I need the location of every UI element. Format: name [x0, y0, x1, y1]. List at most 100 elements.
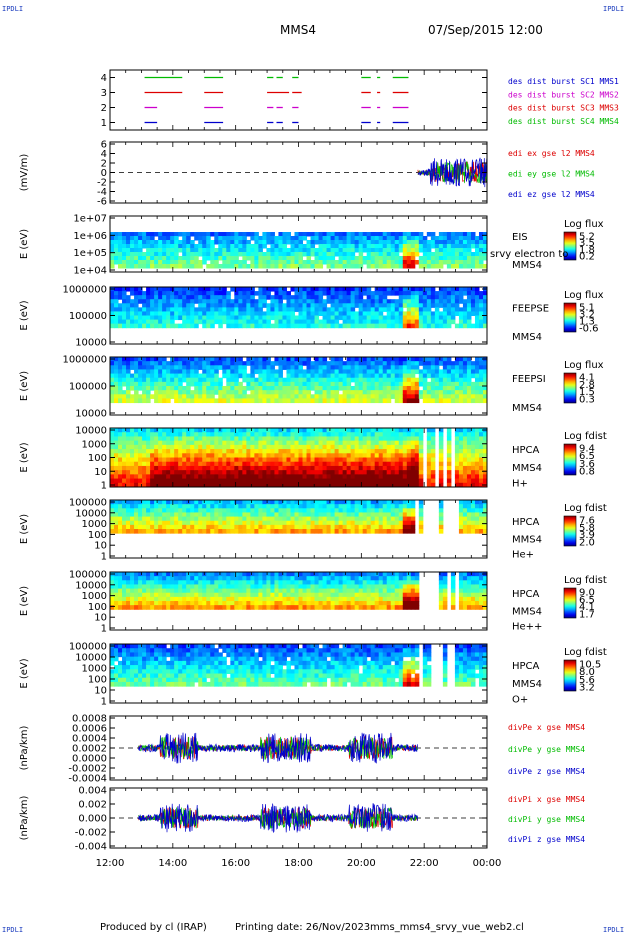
heatmap-cell [310, 248, 316, 253]
heatmap-cell [430, 357, 436, 362]
heatmap-cell [218, 440, 223, 446]
heatmap-cell [330, 240, 336, 245]
heatmap-cell [178, 311, 183, 316]
heatmap-cell [314, 357, 320, 362]
heatmap-cell [190, 436, 195, 442]
heatmap-cell [130, 319, 135, 325]
burst-ytick-label: 3 [101, 88, 107, 99]
heatmap-cell [330, 373, 336, 379]
heatmap-cell [314, 436, 320, 442]
heatmap-cell [310, 394, 316, 399]
heatmap-cell [438, 252, 444, 257]
heatmap-cell [110, 315, 115, 321]
heatmap-cell [330, 432, 336, 437]
heatmap-cell [262, 232, 267, 237]
heatmap-cell [134, 398, 139, 404]
heatmap-cell [414, 432, 420, 437]
heatmap-cell [294, 390, 299, 395]
heatmap-cell [162, 248, 167, 253]
heatmap-cell [226, 508, 231, 513]
heatmap-cell [446, 398, 452, 404]
heatmap-cell [130, 236, 135, 241]
heatmap-cell [250, 474, 255, 480]
heatmap-cell [418, 453, 424, 458]
heatmap-cell [210, 244, 215, 249]
heatmap-cell [118, 428, 123, 433]
heatmap-cell [262, 398, 267, 404]
heatmap-cell [246, 244, 251, 249]
panel-eis-ytick-label: 1e+07 [73, 214, 107, 225]
heatmap-cell [446, 260, 452, 265]
heatmap-cell [194, 482, 199, 488]
heatmap-cell [126, 248, 131, 253]
heatmap-cell [362, 381, 368, 387]
heatmap-cell [230, 520, 235, 526]
heatmap-cell [442, 319, 448, 325]
heatmap-cell [210, 440, 215, 446]
heatmap-cell [178, 524, 183, 530]
heatmap-cell [402, 381, 408, 387]
heatmap-cell [414, 465, 420, 471]
heatmap-cell [350, 357, 356, 362]
heatmap-cell [334, 295, 340, 300]
heatmap-cell [478, 244, 484, 249]
heatmap-cell [218, 478, 223, 484]
heatmap-cell [238, 432, 243, 437]
heatmap-cell [126, 461, 131, 467]
heatmap-cell [130, 508, 135, 513]
heatmap-cell [446, 386, 452, 391]
heatmap-cell [314, 369, 320, 375]
heatmap-cell [462, 252, 468, 257]
heatmap-cell [122, 291, 127, 296]
heatmap-cell [290, 260, 295, 265]
heatmap-cell [126, 457, 131, 463]
heatmap-cell [394, 461, 400, 467]
heatmap-cell [338, 449, 344, 454]
heatmap-cell [270, 512, 275, 518]
heatmap-cell [310, 482, 316, 488]
heatmap-cell [302, 307, 308, 312]
heatmap-cell [310, 500, 316, 505]
heatmap-cell [166, 244, 171, 249]
heatmap-cell [122, 529, 127, 534]
heatmap-cell [422, 303, 428, 308]
heatmap-cell [370, 394, 376, 399]
heatmap-cell [210, 365, 215, 370]
heatmap-cell [282, 516, 287, 522]
heatmap-cell [422, 319, 428, 325]
heatmap-cell [450, 264, 456, 269]
heatmap-cell [482, 386, 488, 391]
heatmap-cell [286, 529, 291, 534]
heatmap-cell [170, 240, 175, 245]
panel-feepsi-cbar-tick: 4.1 [579, 373, 595, 384]
heatmap-cell [390, 470, 396, 475]
heatmap-cell [222, 524, 227, 530]
heatmap-cell [206, 474, 211, 480]
heatmap-cell [462, 323, 468, 329]
heatmap-cell [470, 323, 476, 329]
heatmap-cell [134, 256, 139, 261]
heatmap-cell [202, 508, 207, 513]
heatmap-cell [390, 432, 396, 437]
heatmap-cell [150, 252, 155, 257]
heatmap-cell [154, 529, 159, 534]
heatmap-cell [462, 377, 468, 383]
heatmap-cell [214, 500, 219, 505]
heatmap-cell [290, 303, 295, 308]
heatmap-cell [338, 398, 344, 404]
heatmap-cell [238, 461, 243, 467]
heatmap-cell [162, 508, 167, 513]
heatmap-cell [262, 529, 267, 534]
heatmap-cell [318, 307, 324, 312]
heatmap-cell [302, 319, 308, 325]
heatmap-cell [426, 319, 432, 325]
heatmap-cell [334, 248, 340, 253]
heatmap-cell [366, 377, 372, 383]
heatmap-cell [210, 508, 215, 513]
heatmap-cell [254, 461, 259, 467]
heatmap-cell [174, 386, 179, 391]
heatmap-cell [466, 478, 472, 484]
heatmap-cell [142, 264, 147, 269]
heatmap-cell [202, 369, 207, 375]
heatmap-cell [414, 315, 420, 321]
